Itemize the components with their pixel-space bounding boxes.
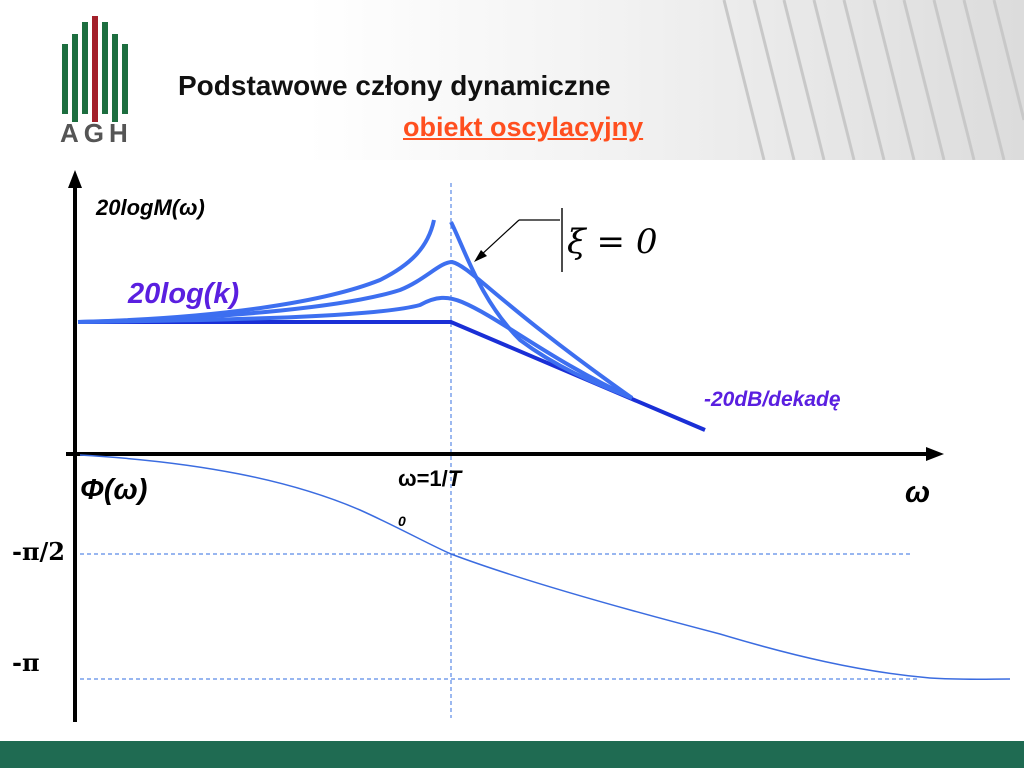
corner-frequency-t: T (448, 466, 461, 491)
resonance-curve-low-peak (78, 298, 632, 398)
horizontal-axis-arrow (926, 447, 944, 461)
omega-axis-label: ω (905, 476, 930, 510)
bode-diagram (0, 0, 1024, 740)
phase-axis-label: Φ(ω) (80, 474, 147, 507)
damping-pointer-arrow-line (480, 220, 519, 256)
gain-level-label: 20log(k) (128, 278, 239, 311)
footer-bar (0, 741, 1024, 768)
phase-curve (80, 455, 1010, 679)
minus-pi-label: -π (12, 648, 40, 677)
damping-annotation-label: ξ = 0 (567, 222, 657, 262)
magnitude-asymptote (78, 322, 705, 430)
corner-frequency-prefix: ω=1/ (398, 466, 448, 491)
minus-half-pi-label: -π/2 (12, 537, 65, 566)
vertical-axis-arrow (68, 170, 82, 188)
corner-frequency-subscript: 0 (398, 513, 406, 529)
magnitude-axis-label: 20logM(ω) (96, 195, 205, 221)
corner-frequency-label: ω=1/T (398, 466, 461, 492)
slope-label: -20dB/dekadę (704, 388, 841, 412)
